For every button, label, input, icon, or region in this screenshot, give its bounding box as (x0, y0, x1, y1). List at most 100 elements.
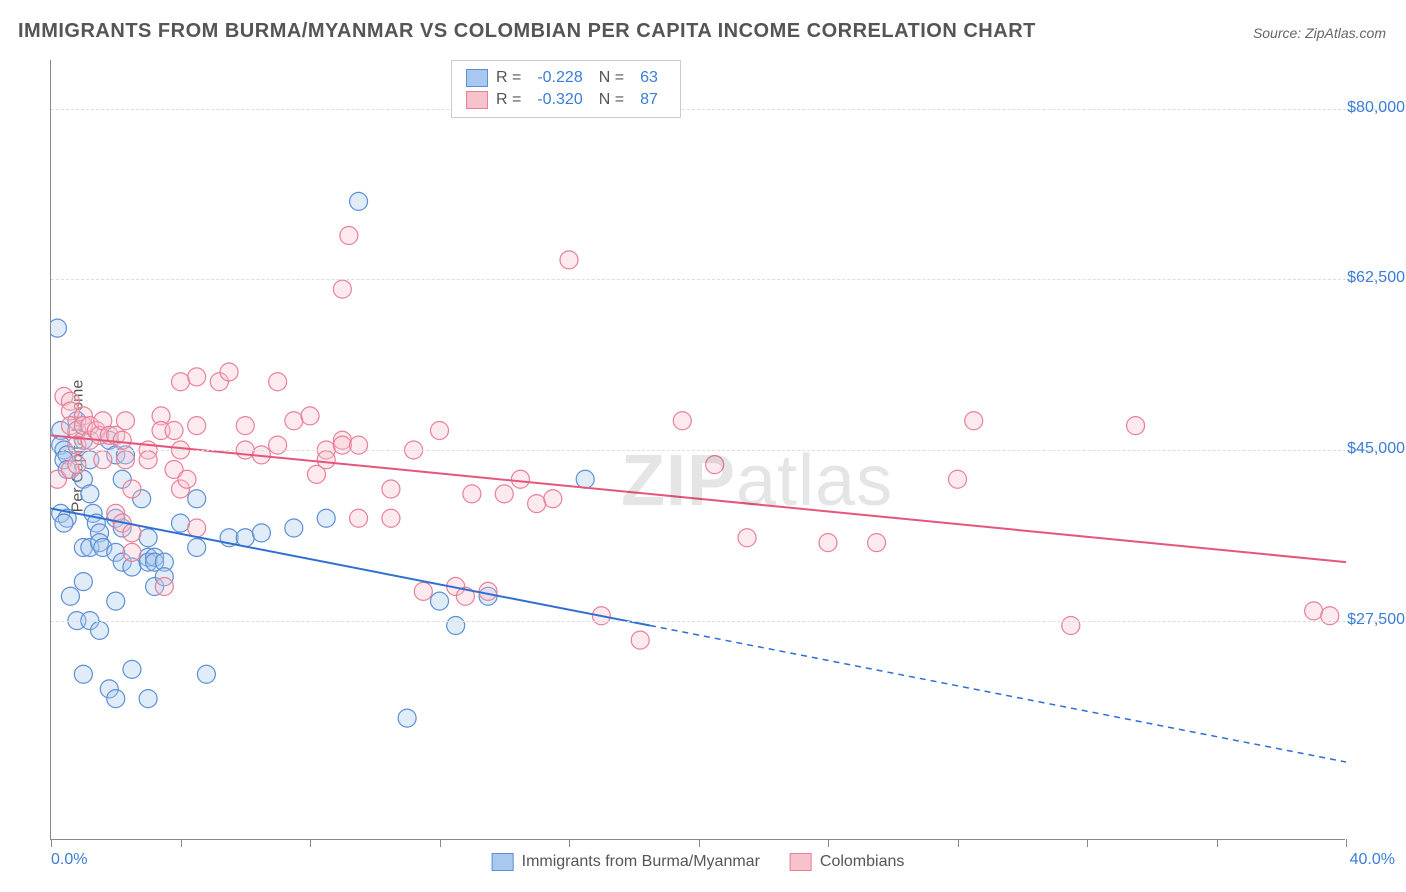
scatter-point (1321, 607, 1339, 625)
scatter-point (123, 660, 141, 678)
scatter-point (333, 436, 351, 454)
x-tick (828, 839, 829, 847)
scatter-point (188, 417, 206, 435)
scatter-point (868, 534, 886, 552)
x-axis-min-label: 0.0% (51, 851, 87, 869)
legend-item-series2: Colombians (790, 853, 904, 871)
scatter-point (350, 192, 368, 210)
scatter-point (51, 319, 66, 337)
scatter-point (1062, 617, 1080, 635)
legend-item-series1: Immigrants from Burma/Myanmar (492, 853, 760, 871)
scatter-point (738, 529, 756, 547)
scatter-point (350, 436, 368, 454)
scatter-point (431, 422, 449, 440)
scatter-point (107, 592, 125, 610)
scatter-point (55, 514, 73, 532)
legend-swatch-bottom-series2 (790, 853, 812, 871)
legend-row-series1: R = -0.228 N = 63 (466, 67, 666, 89)
scatter-point (139, 529, 157, 547)
scatter-point (74, 573, 92, 591)
r-value-series1: -0.228 (529, 69, 590, 87)
scatter-point (706, 456, 724, 474)
scatter-point (81, 485, 99, 503)
gridline (51, 109, 1391, 110)
gridline (51, 621, 1391, 622)
scatter-point (285, 519, 303, 537)
series-legend: Immigrants from Burma/Myanmar Colombians (492, 853, 905, 871)
x-tick (958, 839, 959, 847)
scatter-point (576, 470, 594, 488)
scatter-point (61, 587, 79, 605)
scatter-point (68, 456, 86, 474)
scatter-point (107, 690, 125, 708)
scatter-point (165, 422, 183, 440)
x-tick (699, 839, 700, 847)
scatter-point (269, 436, 287, 454)
x-tick (440, 839, 441, 847)
r-value-series2: -0.320 (529, 91, 590, 109)
scatter-point (560, 251, 578, 269)
regression-line-extrapolated (650, 626, 1346, 763)
scatter-point (188, 519, 206, 537)
n-label: N = (599, 69, 624, 87)
scatter-point (333, 280, 351, 298)
x-axis-max-label: 40.0% (1350, 851, 1395, 869)
r-label: R = (496, 69, 521, 87)
scatter-point (197, 665, 215, 683)
source-value: ZipAtlas.com (1305, 25, 1386, 41)
scatter-point (447, 617, 465, 635)
scatter-point (382, 480, 400, 498)
scatter-point (139, 451, 157, 469)
x-tick (569, 839, 570, 847)
scatter-point (301, 407, 319, 425)
scatter-point (123, 543, 141, 561)
x-tick (181, 839, 182, 847)
scatter-point (123, 480, 141, 498)
scatter-point (479, 582, 497, 600)
scatter-point (252, 524, 270, 542)
scatter-point (631, 631, 649, 649)
scatter-point (188, 368, 206, 386)
y-tick-label: $62,500 (1347, 269, 1405, 287)
legend-row-series2: R = -0.320 N = 87 (466, 89, 666, 111)
x-tick (51, 839, 52, 847)
scatter-point (544, 490, 562, 508)
scatter-point (398, 709, 416, 727)
scatter-point (172, 373, 190, 391)
legend-label-series2: Colombians (820, 853, 904, 871)
legend-label-series1: Immigrants from Burma/Myanmar (522, 853, 760, 871)
scatter-point (172, 514, 190, 532)
x-tick (1217, 839, 1218, 847)
correlation-legend: R = -0.228 N = 63 R = -0.320 N = 87 (451, 60, 681, 118)
n-value-series2: 87 (632, 91, 666, 109)
scatter-point (317, 509, 335, 527)
scatter-point (819, 534, 837, 552)
scatter-point (178, 470, 196, 488)
scatter-point (340, 227, 358, 245)
scatter-point (113, 431, 131, 449)
scatter-point (528, 495, 546, 513)
n-value-series1: 63 (632, 69, 666, 87)
scatter-point (220, 363, 238, 381)
x-tick (1346, 839, 1347, 847)
scatter-point (123, 524, 141, 542)
scatter-point (269, 373, 287, 391)
scatter-point (965, 412, 983, 430)
source-attribution: Source: ZipAtlas.com (1253, 25, 1386, 41)
y-tick-label: $27,500 (1347, 611, 1405, 629)
scatter-point (511, 470, 529, 488)
scatter-point (382, 509, 400, 527)
n-label: N = (599, 91, 624, 109)
scatter-point (1305, 602, 1323, 620)
scatter-point (91, 621, 109, 639)
scatter-point (116, 412, 134, 430)
scatter-point (673, 412, 691, 430)
y-tick-label: $45,000 (1347, 440, 1405, 458)
x-tick (310, 839, 311, 847)
scatter-point (495, 485, 513, 503)
scatter-point (236, 417, 254, 435)
scatter-point (188, 539, 206, 557)
scatter-point (116, 451, 134, 469)
scatter-point (236, 529, 254, 547)
gridline (51, 279, 1391, 280)
